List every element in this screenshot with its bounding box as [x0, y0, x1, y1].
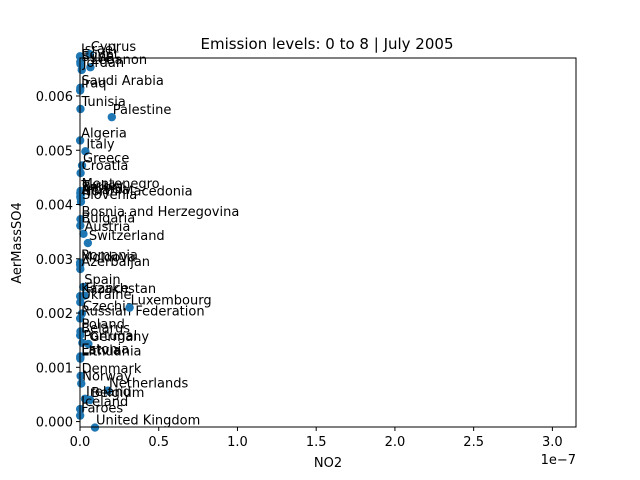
data-point-label: Serbia	[82, 181, 123, 196]
data-point-label: Moldova	[81, 251, 136, 266]
data-point	[79, 282, 88, 292]
data-point-label: Czechia	[83, 300, 134, 315]
data-point-label: Luxembourg	[131, 294, 212, 309]
data-point	[107, 112, 117, 122]
x-tick-label: 2.5	[463, 435, 484, 450]
data-point-label: Netherlands	[109, 377, 188, 392]
data-point	[84, 339, 93, 349]
data-point-label: Ireland	[86, 385, 131, 400]
data-point-label: North Macedonia	[82, 185, 193, 200]
data-point-label: Poland	[81, 317, 124, 332]
x-axis-offset-label: 1e−7	[541, 453, 576, 468]
data-point-label: Egypt	[81, 48, 119, 63]
x-tick-label: 3.0	[542, 435, 563, 450]
x-tick-label: 1.5	[306, 435, 327, 450]
data-point-label: Cyprus	[91, 40, 137, 55]
data-point	[83, 238, 93, 248]
data-point	[79, 229, 88, 239]
data-point-label: Saudi Arabia	[81, 74, 163, 89]
data-point-label: Italy	[86, 137, 115, 152]
data-point-label: Belarus	[81, 321, 130, 336]
data-point-label: Croatia	[82, 159, 129, 174]
x-tick-label: 0.5	[148, 435, 169, 450]
x-tick-label: 1.0	[227, 435, 248, 450]
data-point-label: Palestine	[113, 103, 172, 118]
x-tick-label: 0.0	[70, 435, 91, 450]
y-tick-label: 0.006	[36, 90, 73, 105]
y-tick-label: 0.005	[36, 144, 73, 159]
data-point	[76, 197, 86, 207]
data-point-label: Ukraine	[81, 288, 131, 303]
chart-title: Emission levels: 0 to 8 | July 2005	[200, 35, 453, 53]
y-tick-label: 0.001	[36, 361, 73, 376]
data-point-label: France	[86, 282, 129, 297]
data-point-label: Norway	[82, 370, 132, 385]
data-point-label: Bulgaria	[81, 212, 135, 227]
data-point	[90, 423, 100, 432]
data-point-label: Greece	[83, 151, 129, 166]
data-point-label: Germany	[89, 330, 149, 345]
data-point-label: Austria	[84, 220, 130, 235]
y-tick-label: 0.003	[36, 253, 73, 268]
data-point-label: Romania	[81, 249, 138, 264]
data-point-label: Lithuania	[81, 345, 141, 360]
x-axis-label: NO2	[314, 456, 342, 471]
data-point	[103, 386, 113, 395]
data-point-label: Lebanon	[91, 53, 147, 68]
data-point-label: Russian Federation	[81, 304, 204, 319]
data-point	[76, 168, 85, 178]
data-point-label: Iceland	[81, 395, 128, 410]
data-point	[77, 379, 86, 388]
plot-area: IsraelCyprusLebanonEgyptSyriaJordanSaudi…	[75, 40, 239, 432]
data-point-label: Faroes	[81, 402, 123, 417]
data-point	[76, 371, 85, 381]
y-tick-label: 0.004	[36, 199, 73, 214]
data-point-label: Syria	[81, 50, 114, 65]
data-point-label: Kazakhstan	[81, 282, 156, 297]
data-point-label: Iraq	[81, 77, 106, 92]
y-tick-label: 0.002	[36, 307, 73, 322]
data-point-label: Portugal	[83, 329, 137, 344]
data-point-label: Albania	[81, 183, 130, 198]
data-point-label: Jordan	[82, 56, 124, 71]
data-point-label: Slovenia	[82, 188, 137, 203]
data-point-label: Spain	[84, 273, 120, 288]
plot-frame	[79, 57, 577, 428]
y-axis-label: AerMassSO4	[10, 202, 25, 284]
y-tick-label: 0.000	[36, 416, 73, 431]
data-point-label: United Kingdom	[96, 414, 200, 429]
data-point	[85, 50, 94, 59]
data-point	[85, 395, 95, 405]
data-point	[86, 63, 95, 72]
y-axis: 0.000 0.001 0.002 0.003 0.004 0.005 0.006	[36, 90, 80, 431]
data-point-label: Bosnia and Herzegovina	[81, 205, 239, 220]
data-point-label: Estonia	[81, 342, 129, 357]
data-point-label: Azerbaijan	[81, 255, 150, 270]
data-point-label: Latvia	[81, 344, 121, 359]
data-point-label: Montenegro	[82, 177, 160, 192]
data-point-label: Tunisia	[80, 95, 125, 110]
data-point	[125, 303, 134, 312]
data-point-label: Switzerland	[89, 229, 165, 244]
x-tick-label: 2.0	[385, 435, 406, 450]
data-point-label: Denmark	[82, 362, 142, 377]
data-point-label: Turkey	[80, 179, 124, 194]
x-axis: 0.0 0.5 1.0 1.5 2.0 2.5 3.0	[70, 427, 563, 450]
data-point-label: Belgium	[91, 386, 144, 401]
data-point-label: Algeria	[81, 126, 127, 141]
data-point	[81, 147, 90, 156]
